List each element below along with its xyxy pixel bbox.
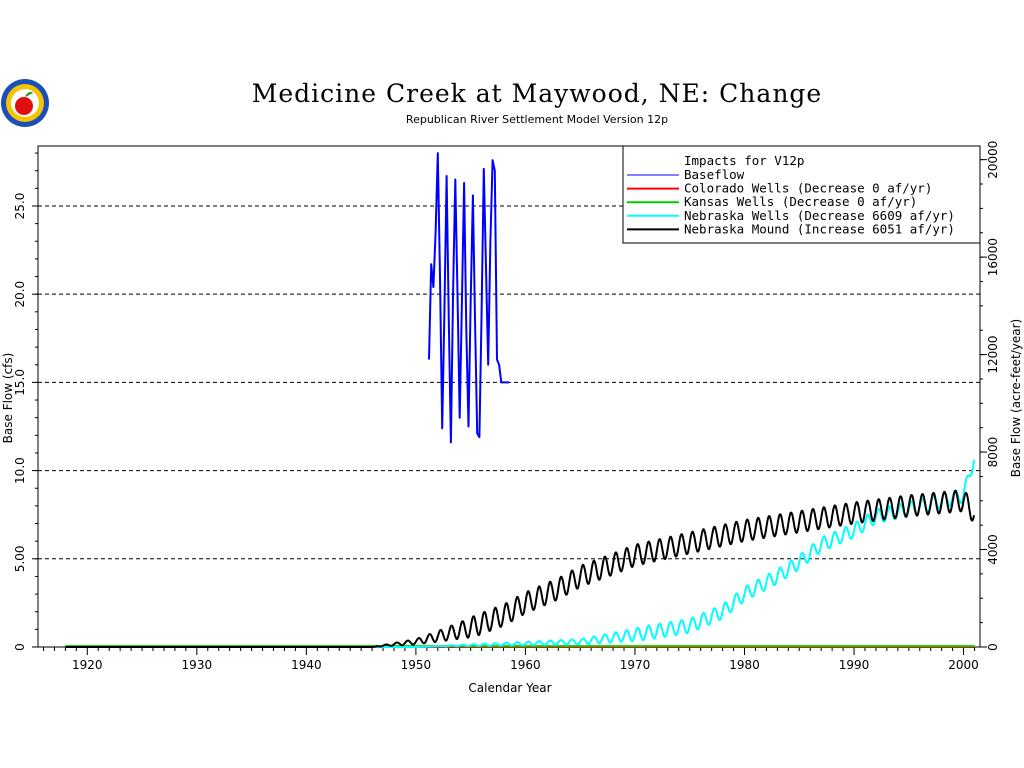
x-tick-label: 1940 [291,658,322,672]
y-axis-right-label: Base Flow (acre-feet/year) [1009,319,1023,477]
y2-tick-label: 0 [986,643,1000,651]
y-axis-label: Base Flow (cfs) [1,353,15,444]
y2-tick-label: 4000 [986,534,1000,565]
legend-entry: Baseflow [684,167,745,182]
y2-tick-label: 16000 [986,238,1000,276]
legend-entry: Nebraska Wells (Decrease 6609 af/yr) [684,208,955,223]
y-tick-label: 0 [13,643,27,651]
series-line-nebraska-wells [64,459,976,648]
y-axis: 0 5.00 10.0 15.0 20.0 25.0 [13,152,38,651]
y-tick-label: 20.0 [13,281,27,308]
series-lines [64,152,976,648]
x-tick-label: 1950 [401,658,432,672]
x-tick-label: 1960 [510,658,541,672]
x-tick-label: 1990 [839,658,870,672]
x-axis-label: Calendar Year [468,681,551,695]
y-axis-right: 0 4000 8000 12000 16000 20000 [980,141,1000,651]
legend-box [622,145,981,244]
x-axis: 1920 1930 1940 1950 1960 1970 1980 1990 2000 [42,647,979,672]
chart-subtitle: Republican River Settlement Model Versio… [406,113,668,126]
legend-title: Impacts for V12p [684,153,804,168]
y2-tick-label: 8000 [986,437,1000,468]
x-tick-label: 1930 [182,658,213,672]
x-tick-label: 1970 [620,658,651,672]
y-tick-label: 5.00 [13,545,27,572]
series-line-baseflow [428,152,509,444]
legend-entry: Colorado Wells (Decrease 0 af/yr) [684,181,932,196]
legend-entry: Nebraska Mound (Increase 6051 af/yr) [684,221,955,236]
y-tick-label: 10.0 [13,457,27,484]
x-tick-label: 2000 [948,658,979,672]
y-tick-label: 15.0 [13,369,27,396]
chart-title: Medicine Creek at Maywood, NE: Change [252,79,822,108]
y-tick-label: 25.0 [13,193,27,220]
y2-tick-label: 12000 [986,335,1000,373]
series-line-nebraska-mound [64,489,976,648]
x-tick-label: 1980 [729,658,760,672]
apple-logo [1,79,49,127]
x-tick-label: 1920 [72,658,103,672]
y2-tick-label: 20000 [986,141,1000,179]
legend-entry: Kansas Wells (Decrease 0 af/yr) [684,194,917,209]
